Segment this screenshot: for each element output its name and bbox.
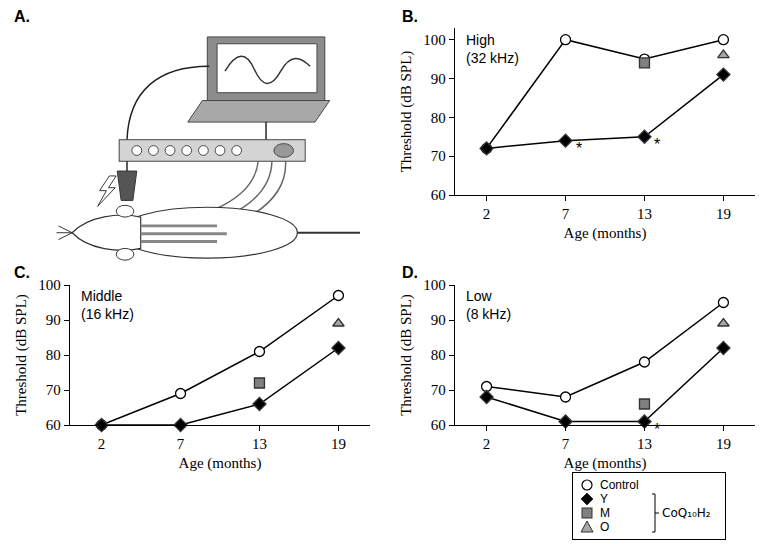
svg-text:80: 80 xyxy=(46,347,61,363)
svg-text:High(32 kHz): High(32 kHz) xyxy=(466,32,519,66)
svg-text:100: 100 xyxy=(423,277,446,293)
svg-text:Threshold (dB SPL): Threshold (dB SPL) xyxy=(398,294,415,416)
svg-text:70: 70 xyxy=(46,382,61,398)
svg-text:19: 19 xyxy=(331,436,346,452)
svg-text:80: 80 xyxy=(431,110,446,126)
svg-text:Age (months): Age (months) xyxy=(179,455,262,472)
svg-text:O: O xyxy=(600,520,609,534)
svg-text:60: 60 xyxy=(431,187,446,203)
svg-text:90: 90 xyxy=(46,312,61,328)
svg-text:A.: A. xyxy=(14,8,30,25)
svg-text:*: * xyxy=(576,140,582,157)
svg-text:Threshold (dB SPL): Threshold (dB SPL) xyxy=(398,51,415,173)
svg-text:D.: D. xyxy=(402,264,418,281)
svg-text:Y: Y xyxy=(600,492,608,506)
svg-text:90: 90 xyxy=(431,312,446,328)
svg-text:60: 60 xyxy=(431,417,446,433)
svg-text:*: * xyxy=(654,421,660,438)
svg-text:70: 70 xyxy=(431,148,446,164)
svg-text:M: M xyxy=(600,506,610,520)
svg-text:7: 7 xyxy=(562,436,570,452)
svg-text:*: * xyxy=(654,136,660,153)
svg-text:Age (months): Age (months) xyxy=(564,455,647,472)
svg-text:13: 13 xyxy=(637,206,652,222)
svg-text:7: 7 xyxy=(177,436,185,452)
svg-text:100: 100 xyxy=(423,32,446,48)
svg-text:2: 2 xyxy=(483,436,491,452)
svg-text:7: 7 xyxy=(562,206,570,222)
svg-text:19: 19 xyxy=(716,436,731,452)
svg-text:100: 100 xyxy=(38,277,61,293)
svg-text:B.: B. xyxy=(402,8,418,25)
svg-text:13: 13 xyxy=(637,436,652,452)
svg-text:Age (months): Age (months) xyxy=(564,225,647,242)
svg-text:80: 80 xyxy=(431,347,446,363)
svg-text:2: 2 xyxy=(98,436,106,452)
svg-text:2: 2 xyxy=(483,206,491,222)
svg-text:Control: Control xyxy=(600,478,639,492)
svg-text:Low(8 kHz): Low(8 kHz) xyxy=(466,288,511,322)
svg-text:Middle(16 kHz): Middle(16 kHz) xyxy=(81,288,134,322)
svg-text:90: 90 xyxy=(431,71,446,87)
svg-text:19: 19 xyxy=(716,206,731,222)
svg-text:CoQ₁₀H₂: CoQ₁₀H₂ xyxy=(662,506,711,520)
svg-text:70: 70 xyxy=(431,382,446,398)
svg-text:60: 60 xyxy=(46,417,61,433)
svg-text:C.: C. xyxy=(14,264,30,281)
svg-text:Threshold (dB SPL): Threshold (dB SPL) xyxy=(13,294,30,416)
svg-text:13: 13 xyxy=(252,436,267,452)
